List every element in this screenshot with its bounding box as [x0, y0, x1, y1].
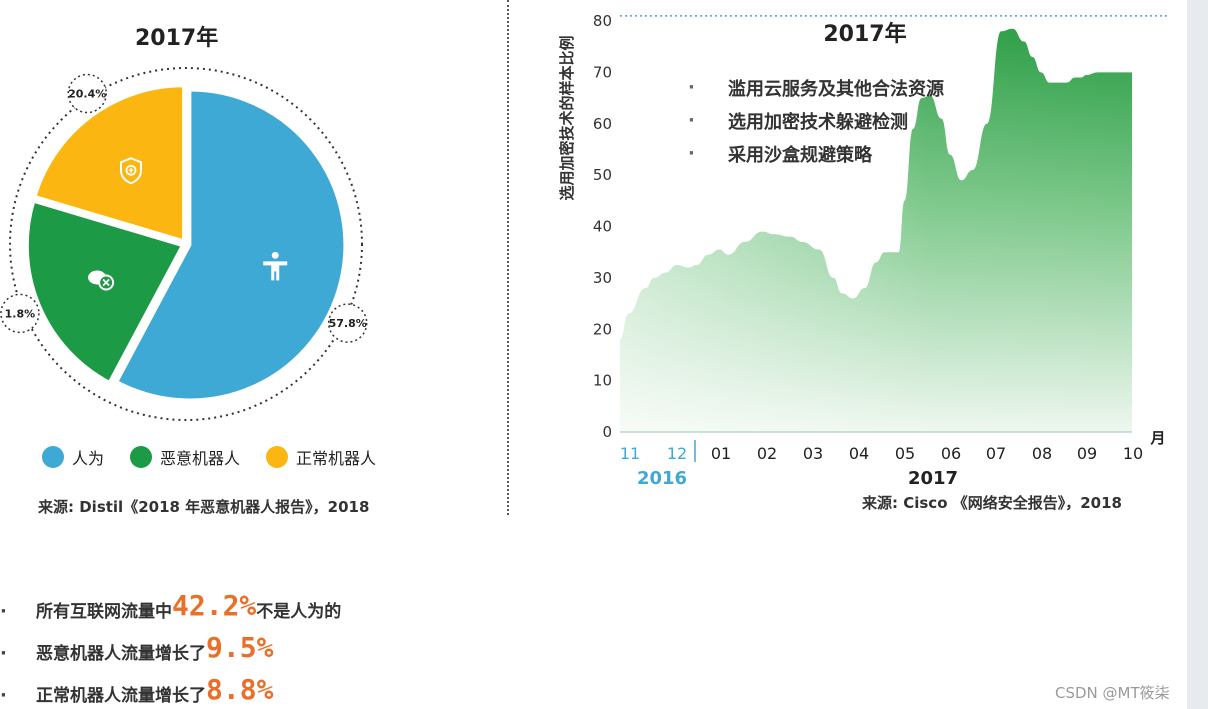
- year-2016-label: 2016: [637, 468, 687, 489]
- legend-dot-human: [42, 446, 64, 468]
- pie-legend: 人为 恶意机器人 正常机器人: [42, 445, 376, 469]
- x-tick-label: 09: [1077, 444, 1097, 463]
- chat-x-icon: [88, 270, 115, 291]
- x-tick-label: 07: [986, 444, 1006, 463]
- y-axis-label: 选用加密技术的样本比例: [558, 35, 576, 200]
- pie-outer-ring: [9, 67, 363, 421]
- legend-item-human: 人为: [42, 445, 104, 469]
- bullet-dot: ·: [0, 601, 7, 622]
- x-tick-label: 06: [941, 444, 961, 463]
- bullet-text: 选用加密技术躲避检测: [728, 111, 908, 133]
- y-tick-label: 80: [593, 12, 612, 30]
- stats-list: · 所有互联网流量中 42.2% 不是人为的 · 恶意机器人流量增长了 9.5%…: [0, 580, 341, 706]
- bullet-dot: ·: [688, 77, 695, 98]
- x-tick-label: 02: [757, 444, 777, 463]
- y-tick-label: 30: [593, 269, 612, 287]
- x-tick-label: 11: [620, 444, 640, 463]
- stat-text: 所有互联网流量中: [36, 602, 172, 622]
- y-tick-label: 10: [593, 372, 612, 390]
- pie-chart: 57.8% 1.8% 20.4%: [0, 67, 368, 421]
- stat-row: · 所有互联网流量中 42.2% 不是人为的: [0, 580, 341, 622]
- stat-row: · 正常机器人流量增长了 8.8%: [0, 664, 341, 706]
- y-tick-label: 70: [593, 63, 612, 81]
- bullet-item: · 选用加密技术躲避检测: [688, 104, 944, 137]
- legend-item-bad-bot: 恶意机器人: [130, 445, 240, 469]
- stat-row: · 恶意机器人流量增长了 9.5%: [0, 622, 341, 664]
- legend-dot-good-bot: [266, 446, 289, 468]
- panel-divider: [507, 0, 509, 515]
- pie-label-bad-bot: 1.8%: [5, 307, 36, 320]
- person-icon: [263, 251, 288, 281]
- y-tick-label: 40: [593, 218, 612, 236]
- area-chart: 选用加密技术的样本比例 0 10 20 30 40 50 60 70 80 11 12 01 02 03…: [558, 12, 1168, 489]
- y-tick-label: 0: [602, 423, 612, 441]
- bullet-text: 采用沙盒规避策略: [728, 144, 872, 166]
- bullet-dot: ·: [0, 685, 7, 706]
- watermark: CSDN @MT筱柒: [1055, 684, 1170, 702]
- x-unit-label: 月: [1149, 429, 1165, 447]
- area-source: 来源: Cisco 《网络安全报告》，2018: [862, 494, 1122, 512]
- legend-dot-bad-bot: [130, 446, 153, 468]
- bullet-dot: ·: [688, 110, 695, 131]
- y-tick-label: 50: [593, 166, 612, 184]
- stat-text: 恶意机器人流量增长了: [36, 644, 206, 664]
- bullet-dot: ·: [0, 643, 7, 664]
- bullet-item: · 采用沙盒规避策略: [688, 137, 944, 170]
- pie-label-good-bot: 20.4%: [68, 88, 106, 101]
- x-tick-label: 12: [667, 444, 687, 463]
- bullet-dot: ·: [688, 143, 695, 164]
- pie-label-bubble: [327, 303, 368, 343]
- pie-slice-good-bot: [33, 84, 186, 243]
- stat-value: 42.2%: [172, 589, 257, 622]
- pie-slice-human: [114, 88, 347, 402]
- stat-text-suffix: 不是人为的: [256, 602, 342, 622]
- legend-label-human: 人为: [72, 449, 105, 468]
- right-edge-strip: [1187, 0, 1208, 709]
- legend-item-good-bot: 正常机器人: [266, 445, 376, 469]
- x-tick-label: 03: [803, 444, 823, 463]
- y-tick-label: 20: [593, 320, 612, 338]
- stat-value: 9.5%: [206, 631, 274, 664]
- bullet-text: 滥用云服务及其他合法资源: [728, 78, 944, 100]
- x-tick-label: 10: [1123, 444, 1143, 463]
- area-title: 2017年: [823, 21, 906, 47]
- pie-title: 2017年: [135, 26, 219, 51]
- pie-slice-bad-bot: [25, 199, 185, 385]
- year-2017-label: 2017: [908, 468, 958, 489]
- pie-label-human: 57.8%: [329, 317, 367, 330]
- stat-text: 正常机器人流量增长了: [36, 686, 206, 706]
- y-tick-label: 60: [593, 115, 612, 133]
- pie-source: 来源: Distil《2018 年恶意机器人报告》，2018: [38, 498, 370, 516]
- x-tick-label: 04: [849, 444, 869, 463]
- area-bullets: · 滥用云服务及其他合法资源 · 选用加密技术躲避检测 · 采用沙盒规避策略: [688, 71, 944, 170]
- shield-bot-icon: [119, 157, 142, 185]
- x-tick-label: 05: [895, 444, 915, 463]
- bullet-item: · 滥用云服务及其他合法资源: [688, 71, 944, 104]
- pie-label-bubble: [0, 293, 40, 334]
- x-tick-label: 08: [1032, 444, 1052, 463]
- stat-value: 8.8%: [206, 673, 274, 706]
- pie-label-bubble: [67, 73, 107, 114]
- legend-label-bad-bot: 恶意机器人: [160, 449, 241, 468]
- legend-label-good-bot: 正常机器人: [296, 449, 377, 468]
- x-tick-label: 01: [711, 444, 731, 463]
- area-series-shade: [620, 28, 1132, 433]
